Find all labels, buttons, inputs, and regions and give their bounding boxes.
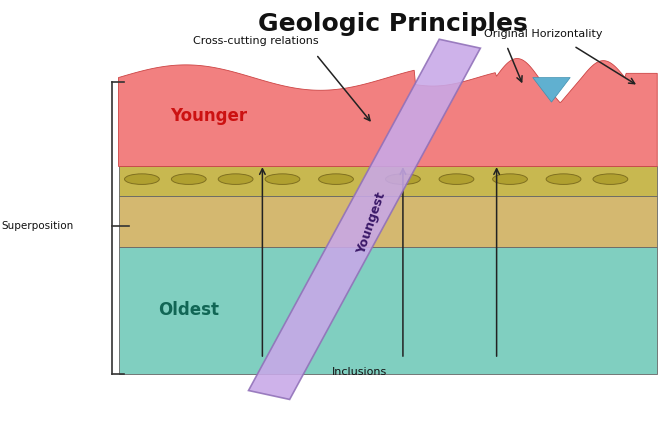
Ellipse shape xyxy=(171,174,206,184)
Text: Geologic Principles: Geologic Principles xyxy=(258,12,528,36)
Ellipse shape xyxy=(546,174,581,184)
Ellipse shape xyxy=(493,174,528,184)
Polygon shape xyxy=(118,167,657,196)
Text: Oldest: Oldest xyxy=(159,301,219,320)
Polygon shape xyxy=(118,58,657,167)
Ellipse shape xyxy=(265,174,300,184)
Ellipse shape xyxy=(218,174,253,184)
Ellipse shape xyxy=(386,174,420,184)
Polygon shape xyxy=(118,196,657,247)
Text: Inclusions: Inclusions xyxy=(332,368,387,377)
Text: Youngest: Youngest xyxy=(354,191,388,256)
Text: Cross-cutting relations: Cross-cutting relations xyxy=(193,36,319,46)
Ellipse shape xyxy=(319,174,353,184)
Polygon shape xyxy=(249,39,480,400)
Ellipse shape xyxy=(124,174,159,184)
Ellipse shape xyxy=(593,174,628,184)
Text: Superposition: Superposition xyxy=(1,221,74,231)
Text: Younger: Younger xyxy=(170,107,247,125)
Ellipse shape xyxy=(439,174,474,184)
Text: Original Horizontality: Original Horizontality xyxy=(485,29,603,40)
Polygon shape xyxy=(533,78,571,102)
Polygon shape xyxy=(118,247,657,374)
